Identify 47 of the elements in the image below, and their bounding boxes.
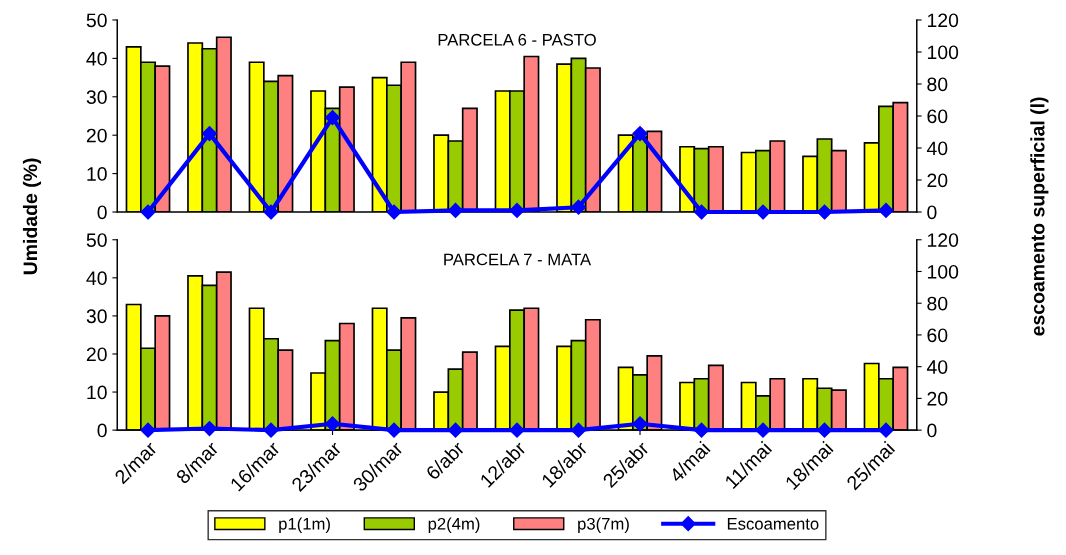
y-tick-label: 50 bbox=[86, 13, 107, 28]
y2-tick-label: 120 bbox=[927, 233, 959, 247]
y-tick-label: 10 bbox=[87, 167, 107, 181]
point bbox=[755, 204, 771, 220]
point bbox=[878, 202, 894, 218]
y2-tick-label: 0 bbox=[927, 423, 937, 438]
y2-tick-label: 0 bbox=[927, 205, 937, 220]
text: PARCELA 6 - PASTO bbox=[438, 33, 596, 46]
point bbox=[816, 204, 833, 220]
point bbox=[693, 204, 710, 220]
point bbox=[447, 202, 464, 218]
y2-tick-label: 100 bbox=[927, 45, 959, 60]
y2-tick-label: 40 bbox=[926, 141, 948, 156]
point bbox=[263, 204, 279, 220]
y2-tick-label: 60 bbox=[927, 109, 948, 124]
y2-tick-label: 80 bbox=[927, 77, 948, 92]
y-tick-label: 10 bbox=[87, 385, 107, 400]
point bbox=[509, 202, 525, 218]
y-tick-label: 20 bbox=[86, 347, 107, 362]
text: PARCELA 7 - MATA bbox=[444, 253, 592, 266]
y-tick-label: 0 bbox=[97, 423, 107, 438]
point bbox=[201, 126, 218, 142]
point bbox=[140, 204, 156, 220]
point bbox=[386, 204, 402, 220]
y2-tick-label: 60 bbox=[927, 328, 948, 343]
y-tick-label: 20 bbox=[86, 128, 107, 143]
y2-tick-label: 120 bbox=[927, 13, 959, 28]
y2-tick-label: 20 bbox=[927, 391, 948, 406]
y-tick-label: 40 bbox=[86, 51, 107, 66]
y-axis-title: Umidade (%) bbox=[22, 158, 42, 275]
legend-label: p1(1m) bbox=[279, 517, 330, 533]
y2-tick-label: 100 bbox=[927, 264, 959, 279]
point bbox=[324, 110, 341, 126]
y2-tick-label: 20 bbox=[927, 173, 948, 188]
y-tick-label: 30 bbox=[86, 309, 107, 324]
y-tick-label: 0 bbox=[97, 205, 107, 220]
y-tick-label: 30 bbox=[86, 90, 107, 105]
y2-tick-label: 40 bbox=[926, 360, 948, 374]
y2-axis-title: escoamento superficial (l) bbox=[1030, 97, 1049, 336]
legend-label: p3(7m) bbox=[578, 517, 629, 533]
y-tick-label: 40 bbox=[86, 271, 107, 286]
y-tick-label: 50 bbox=[86, 233, 107, 247]
point bbox=[632, 126, 648, 142]
y2-tick-label: 80 bbox=[927, 296, 948, 311]
legend-label: Escoamento bbox=[727, 518, 819, 530]
legend-label: p2(4m) bbox=[428, 517, 480, 533]
point bbox=[570, 199, 587, 215]
